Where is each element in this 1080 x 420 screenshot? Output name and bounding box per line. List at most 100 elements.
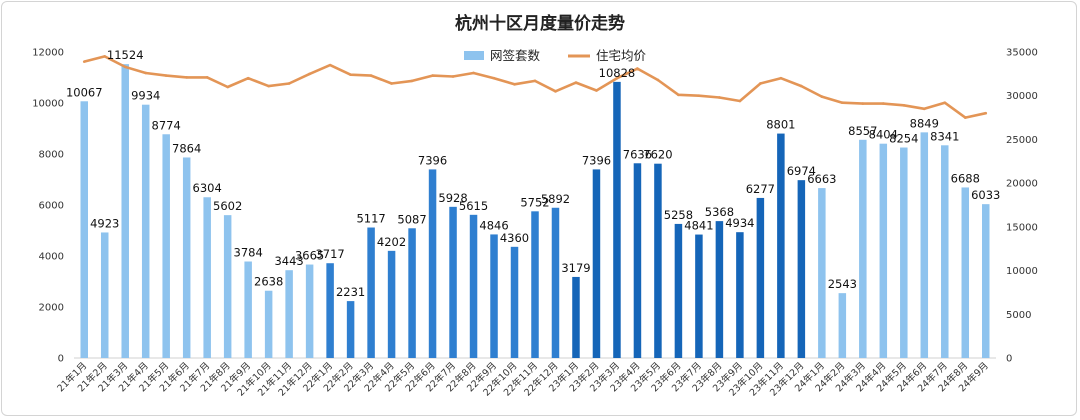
price-point: [185, 76, 188, 79]
bar: [367, 227, 375, 358]
price-point: [390, 82, 393, 85]
price-point: [369, 74, 373, 77]
price-point: [554, 90, 557, 93]
price-point: [943, 101, 947, 105]
legend-bar-swatch: [464, 51, 484, 60]
bar-data-label: 8849: [910, 116, 939, 130]
price-point: [431, 74, 434, 77]
bar-data-label: 3784: [234, 246, 263, 260]
bar: [305, 264, 314, 358]
data-labels: 10067 4923 11524 9934 8774 7864 6304 5602 3784 26…: [66, 48, 1000, 299]
price-point: [841, 101, 844, 105]
bar: [203, 197, 211, 358]
bar: [162, 134, 170, 358]
legend-bar-label: 网签套数: [490, 48, 541, 63]
bar: [264, 290, 273, 358]
price-point: [656, 78, 660, 82]
price-point: [205, 76, 209, 79]
price-point: [451, 75, 455, 78]
bar-data-label: 5752: [520, 195, 549, 209]
price-point: [246, 76, 250, 80]
bar: [777, 133, 785, 358]
bar: [408, 228, 416, 358]
bar-data-label: 5928: [438, 191, 467, 205]
price-point: [144, 71, 148, 75]
bar: [818, 188, 826, 358]
bar: [838, 293, 847, 358]
bar-data-label: 5117: [356, 212, 385, 226]
bar-data-label: 8801: [766, 118, 795, 132]
bar: [859, 139, 867, 358]
bar: [469, 214, 478, 358]
bar-data-label: 8404: [869, 128, 898, 142]
price-point: [328, 63, 332, 67]
bar: [80, 101, 88, 358]
right-y-tick-label: 0: [1006, 354, 1012, 365]
bar-data-label: 6304: [193, 181, 222, 195]
price-point: [963, 116, 967, 119]
right-y-tick-label: 10000: [1006, 266, 1038, 277]
left-y-tick-label: 12000: [32, 48, 64, 59]
bar-data-label: 11524: [107, 48, 144, 62]
price-point: [226, 85, 229, 89]
bar-data-label: 3717: [315, 247, 344, 261]
bar-data-label: 7620: [643, 148, 672, 162]
bar-data-label: 5615: [459, 199, 488, 213]
price-point: [82, 60, 86, 63]
price-point: [718, 96, 721, 99]
bar-data-label: 3665: [295, 249, 324, 263]
chart-title: 杭州十区月度量价走势: [455, 13, 625, 34]
bar: [531, 211, 539, 358]
bar-data-label: 7636: [623, 147, 652, 161]
price-point: [636, 67, 639, 70]
bar-data-label: 8341: [930, 129, 959, 143]
price-point: [759, 82, 762, 85]
bar-data-label: 10067: [66, 85, 103, 99]
bar-data-label: 6033: [971, 188, 1000, 202]
price-point: [820, 95, 824, 98]
price-point: [800, 84, 803, 88]
right-y-tick-label: 20000: [1006, 179, 1038, 190]
bar-data-label: 5368: [705, 205, 734, 219]
bar-data-label: 7396: [418, 153, 447, 167]
bar-data-label: 6688: [951, 171, 980, 185]
bar-data-label: 9934: [131, 89, 160, 103]
right-y-tick-label: 25000: [1006, 135, 1038, 146]
bar: [736, 232, 744, 358]
left-y-tick-label: 0: [58, 354, 64, 365]
bar-data-label: 5602: [213, 199, 242, 213]
price-point: [984, 111, 988, 115]
price-point: [472, 71, 475, 75]
bar-data-label: 3443: [274, 254, 303, 268]
bar: [141, 104, 150, 358]
bar-data-label: 4934: [725, 216, 754, 230]
bar: [982, 204, 990, 358]
bar-data-label: 3179: [561, 261, 590, 275]
bar-data-label: 4923: [90, 216, 119, 230]
bar-data-label: 7864: [172, 141, 201, 155]
bar-data-label: 5258: [664, 208, 693, 222]
bar-data-label: 4846: [479, 218, 508, 232]
right-y-tick-label: 15000: [1006, 222, 1038, 233]
price-line: [83, 55, 987, 119]
bar-data-label: 4360: [500, 231, 529, 245]
bar: [551, 207, 560, 358]
bar: [223, 215, 232, 358]
bar: [244, 261, 252, 358]
bar-data-label: 6974: [787, 164, 816, 178]
bar: [613, 81, 621, 359]
price-point: [123, 65, 127, 69]
bar-data-label: 5892: [541, 192, 570, 206]
bar: [695, 234, 703, 358]
left-y-tick-label: 8000: [39, 150, 64, 161]
right-y-tick-label: 5000: [1006, 310, 1031, 321]
right-y-tick-label: 35000: [1006, 48, 1038, 59]
bar: [428, 169, 437, 358]
left-y-tick-label: 2000: [39, 303, 64, 314]
price-point: [738, 99, 742, 103]
bar-data-label: 5087: [397, 212, 426, 226]
price-point: [615, 76, 619, 80]
price-point: [287, 82, 291, 85]
bar-data-label: 4202: [377, 235, 406, 249]
